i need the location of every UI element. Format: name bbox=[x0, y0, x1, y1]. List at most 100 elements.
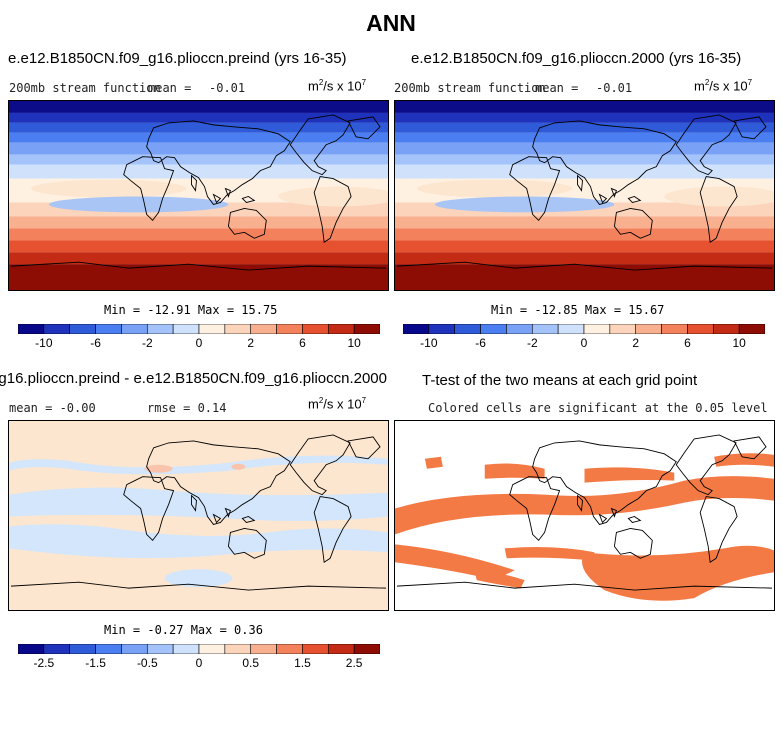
coastline bbox=[123, 476, 175, 542]
contour-band bbox=[144, 464, 173, 473]
coastline bbox=[313, 176, 352, 244]
significant-region bbox=[484, 463, 545, 479]
coastline bbox=[509, 156, 561, 222]
colorbar-cell bbox=[69, 644, 96, 654]
panel-diff-rmse: rmse = 0.14 bbox=[147, 401, 227, 415]
colorbar-cell bbox=[454, 324, 481, 334]
panel-2000-field-label: 200mb stream function bbox=[394, 81, 546, 95]
contour-band bbox=[9, 132, 388, 143]
panel-2000-mean-label: mean = bbox=[535, 81, 579, 95]
panel-diff-mean: mean = -0.00 bbox=[9, 401, 96, 415]
contour-band bbox=[395, 240, 774, 253]
coastline bbox=[627, 516, 642, 523]
contour-band bbox=[9, 252, 388, 265]
colorbar-tick-label: -6 bbox=[475, 336, 486, 350]
coastline bbox=[675, 434, 737, 496]
colorbar-cell bbox=[250, 644, 277, 654]
colorbar-cell bbox=[172, 324, 200, 334]
significant-region bbox=[424, 456, 443, 469]
panel-diff-units: m2/s x 107 bbox=[308, 396, 367, 412]
coastline bbox=[289, 434, 351, 496]
colorbar-tick-label: 10 bbox=[347, 336, 361, 350]
contour-band bbox=[9, 164, 388, 179]
contour-band bbox=[9, 524, 388, 559]
panel-preind-minmax: Min = -12.91 Max = 15.75 bbox=[104, 303, 278, 317]
coastline bbox=[598, 513, 608, 524]
contour-band bbox=[9, 228, 388, 241]
contour-band bbox=[164, 569, 233, 588]
coastline bbox=[241, 516, 256, 523]
colorbar-tick-label: -0.5 bbox=[136, 656, 158, 670]
panel-preind-title: e.e12.B1850CN.f09_g16.plioccn.preind (yr… bbox=[8, 50, 347, 67]
coastline bbox=[613, 527, 653, 559]
contour-band bbox=[9, 101, 388, 113]
significant-region bbox=[474, 571, 525, 589]
colorbar-tick-label: 2.5 bbox=[345, 656, 363, 670]
panel-preind-field-label: 200mb stream function bbox=[9, 81, 161, 95]
coastline bbox=[699, 496, 738, 564]
significant-region bbox=[395, 476, 774, 535]
panel-diff-minmax: Min = -0.27 Max = 0.36 bbox=[104, 623, 263, 637]
coastline bbox=[289, 114, 351, 176]
contour-band bbox=[9, 240, 388, 253]
colorbar-cell bbox=[327, 644, 355, 654]
colorbar-cell bbox=[327, 324, 355, 334]
colorbar-cell bbox=[661, 324, 688, 334]
contour-band bbox=[9, 154, 388, 165]
coastline bbox=[675, 114, 737, 176]
colorbar-cell bbox=[738, 324, 765, 334]
contour-band bbox=[395, 252, 774, 265]
panel-preind-units: m2/s x 107 bbox=[308, 78, 367, 94]
contour-band bbox=[395, 122, 774, 133]
coastline bbox=[10, 261, 387, 271]
colorbar-cell bbox=[276, 324, 303, 334]
contour-band bbox=[395, 112, 774, 123]
page-title: ANN bbox=[366, 10, 416, 36]
contour-band bbox=[9, 487, 388, 522]
coastline bbox=[733, 436, 767, 460]
colorbar-cell bbox=[276, 644, 303, 654]
colorbar-cell bbox=[353, 324, 380, 334]
coastline bbox=[733, 116, 767, 140]
colorbar-tick-label: -10 bbox=[420, 336, 438, 350]
map-ttest bbox=[394, 420, 775, 611]
coastline bbox=[396, 581, 773, 591]
colorbar-cell bbox=[712, 324, 740, 334]
coastline bbox=[10, 581, 387, 591]
coastline bbox=[227, 207, 267, 239]
colorbar-tick-label: 6 bbox=[299, 336, 306, 350]
contour-band bbox=[9, 216, 388, 229]
coastline bbox=[212, 193, 222, 204]
contour-band bbox=[395, 142, 774, 155]
colorbar-cell bbox=[353, 644, 380, 654]
contour-band bbox=[30, 179, 187, 198]
coastline bbox=[347, 116, 381, 140]
contour-band bbox=[9, 142, 388, 155]
colorbar-cell bbox=[428, 324, 456, 334]
panel-2000-units: m2/s x 107 bbox=[694, 78, 753, 94]
panel-ttest-subtitle: Colored cells are significant at the 0.0… bbox=[428, 401, 768, 415]
map-difference bbox=[8, 420, 389, 611]
colorbar-tick-label: -1.5 bbox=[85, 656, 106, 670]
colorbar-tick-label: 0 bbox=[195, 656, 203, 670]
coastline bbox=[224, 507, 231, 518]
contour-band bbox=[48, 196, 229, 213]
contour-band bbox=[395, 132, 774, 143]
panel-ttest-title: T-test of the two means at each grid poi… bbox=[422, 372, 698, 389]
panel-2000-title: e.e12.B1850CN.f09_g16.plioccn.2000 (yrs … bbox=[411, 50, 742, 67]
colorbar-cell bbox=[121, 644, 148, 654]
panel-diff-title: e.e12.B1850CN.f09_g16.plioccn.preind - e… bbox=[0, 370, 387, 387]
significant-region bbox=[395, 544, 515, 581]
panel-preind-mean-label: mean = bbox=[148, 81, 192, 95]
coastline bbox=[123, 156, 175, 222]
contour-band bbox=[395, 101, 774, 113]
coastline bbox=[191, 494, 197, 512]
colorbar-tick-label: 6 bbox=[684, 336, 691, 350]
colorbar-cell bbox=[506, 324, 533, 334]
colorbar-cell bbox=[146, 324, 174, 334]
contour-band bbox=[395, 264, 774, 290]
coastline bbox=[598, 193, 608, 204]
colorbar-tick-label: 1.5 bbox=[294, 656, 311, 670]
colorbar-cell bbox=[480, 324, 507, 334]
colorbar-cell bbox=[146, 644, 174, 654]
